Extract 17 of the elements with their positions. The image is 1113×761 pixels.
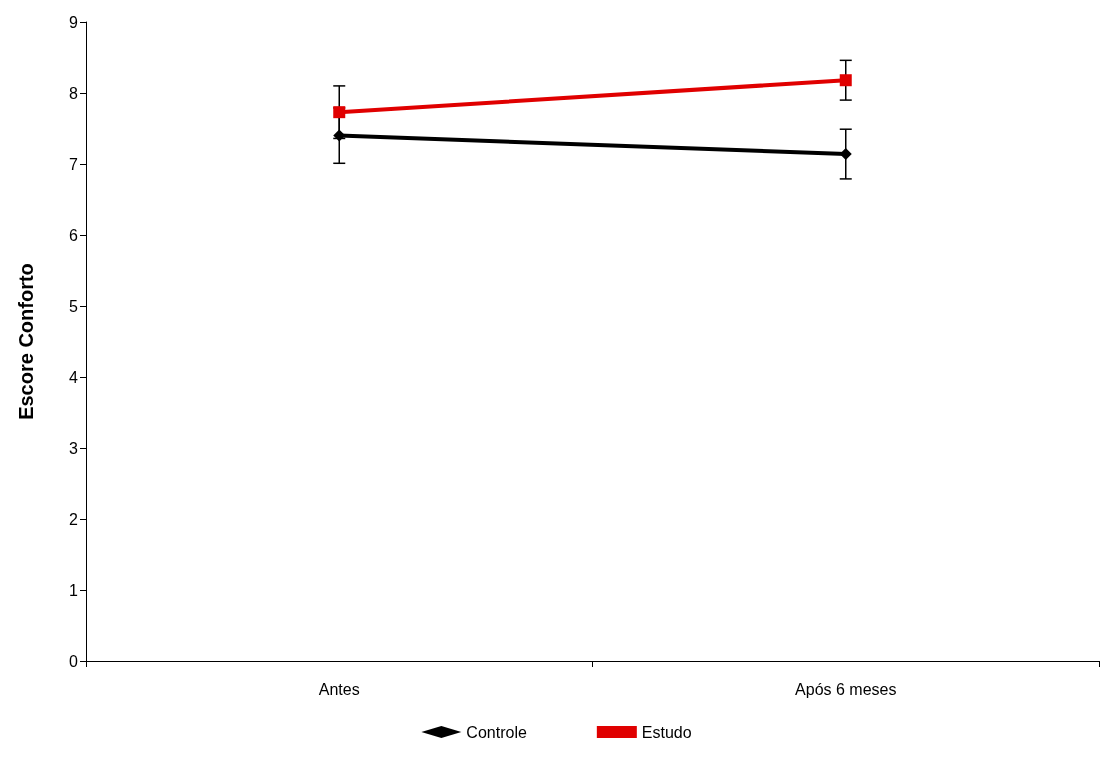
y-tick-label: 8: [69, 84, 79, 102]
x-tick-label: Antes: [318, 680, 360, 698]
y-tick-label: 9: [69, 13, 79, 31]
y-tick-label: 5: [69, 297, 79, 315]
y-tick-label: 2: [69, 510, 79, 528]
y-tick-label: 4: [69, 368, 79, 386]
legend-label: Estudo: [641, 723, 692, 741]
point: [333, 106, 346, 119]
y-tick-label: 3: [69, 439, 79, 457]
y-tick-label: 1: [69, 581, 79, 599]
x-tick-label: Após 6 meses: [795, 680, 897, 698]
legend-label: Controle: [466, 723, 527, 741]
y-axis-title: Escore Conforto: [15, 263, 37, 420]
y-tick-label: 0: [69, 652, 79, 670]
y-tick-label: 6: [69, 226, 79, 244]
point: [839, 74, 852, 87]
y-tick-label: 7: [69, 155, 79, 173]
